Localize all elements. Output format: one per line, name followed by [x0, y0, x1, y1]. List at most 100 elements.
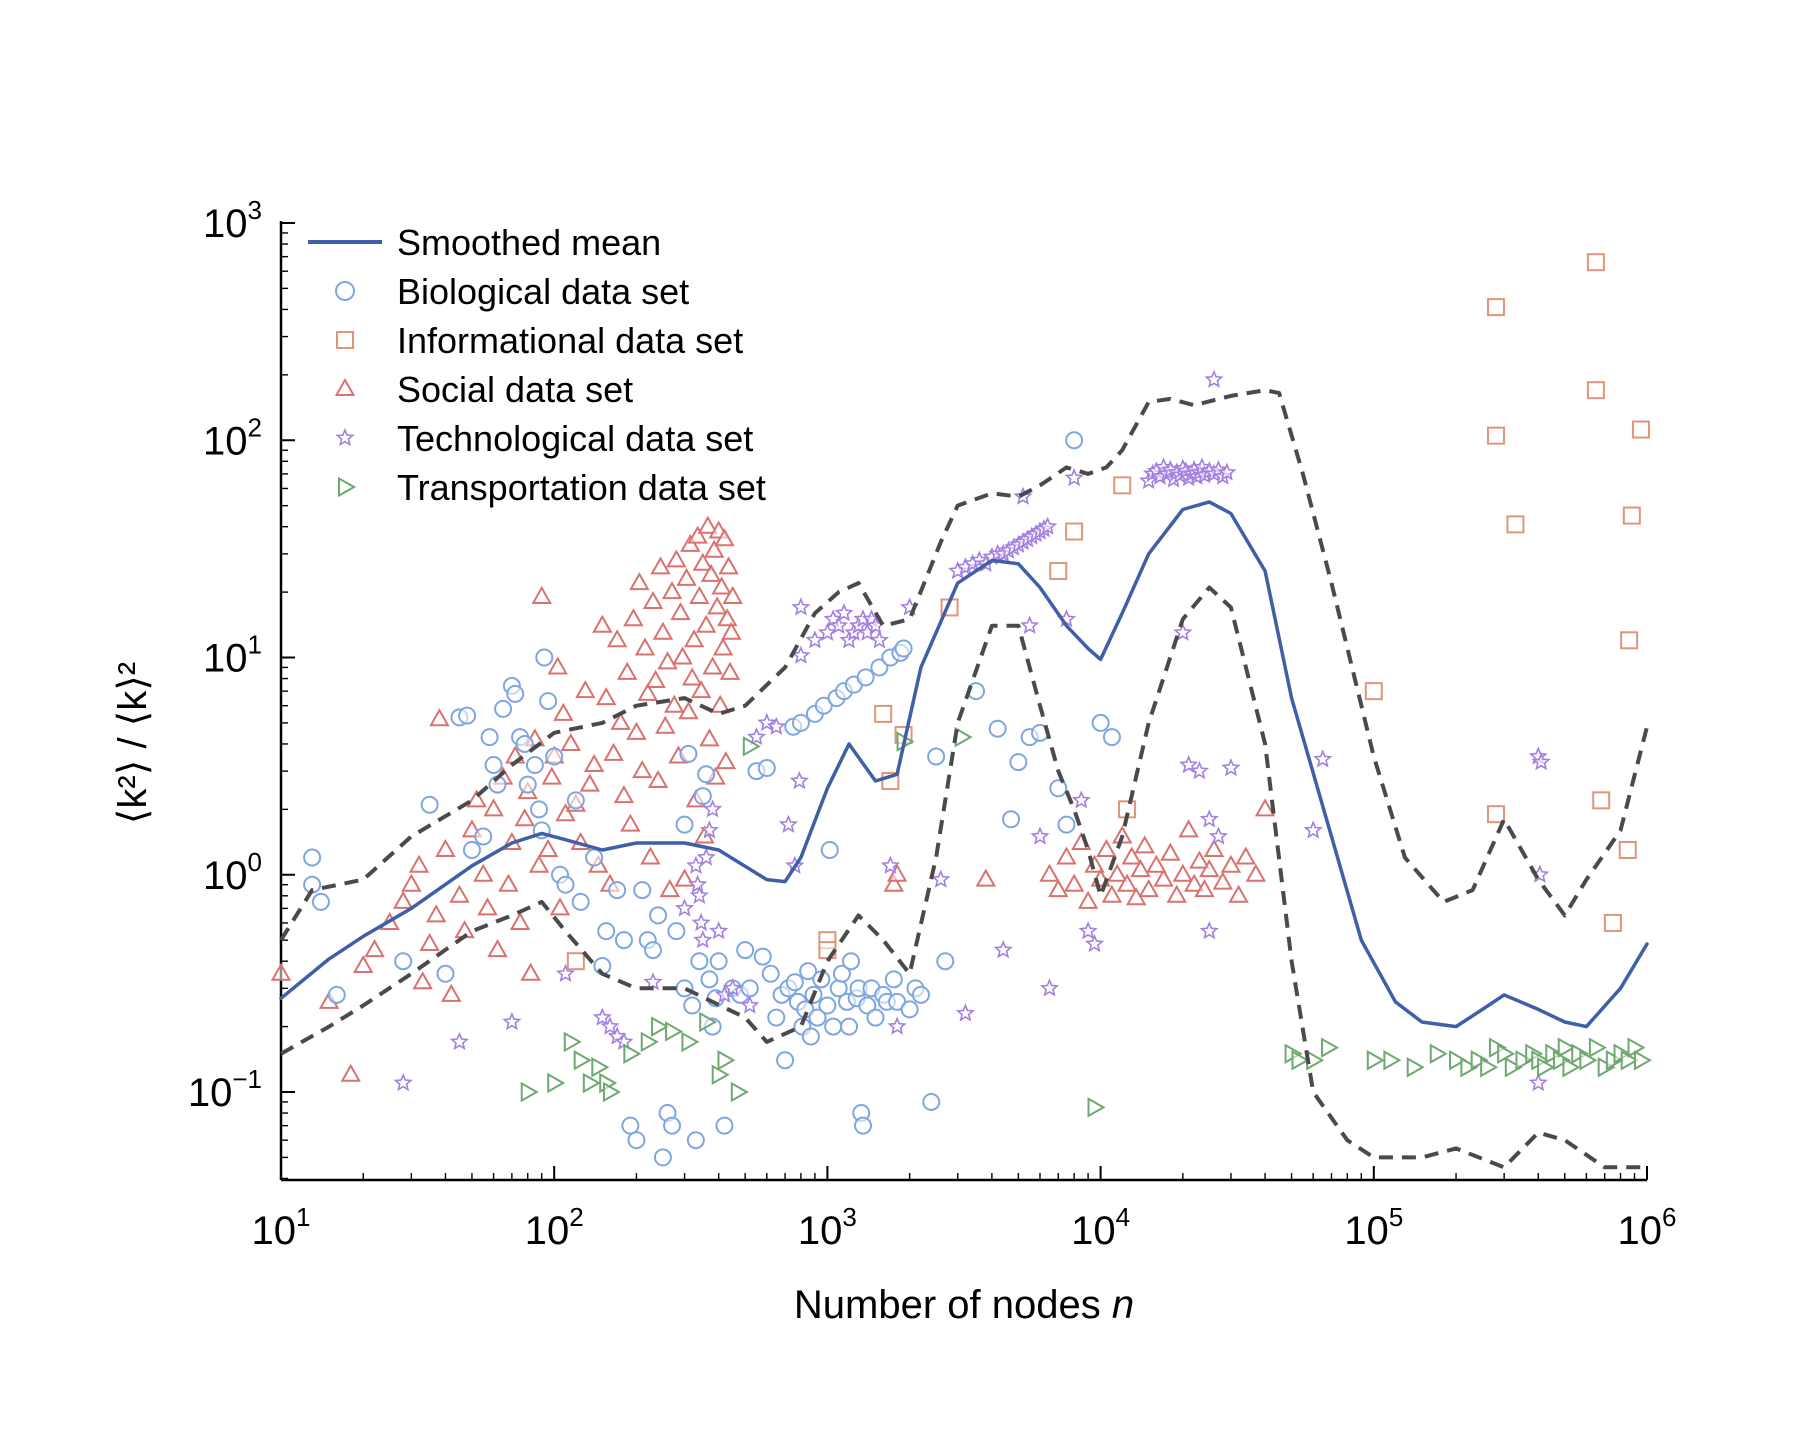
x-tick-label: 105 [1344, 1202, 1403, 1253]
data-point [494, 699, 513, 718]
data-point [675, 979, 694, 998]
data-point [697, 515, 719, 534]
axes: 101 102 103 104 105 106 10−1 100 101 102 103 [188, 195, 1677, 1253]
data-point [1057, 815, 1076, 834]
data-point [597, 922, 616, 941]
data-point [449, 1031, 470, 1051]
data-point [676, 567, 697, 586]
data-point [606, 629, 628, 648]
data-point [1217, 462, 1237, 481]
data-point [1406, 1057, 1425, 1078]
data-point [699, 1011, 718, 1033]
data-point [487, 939, 508, 958]
data-point [690, 680, 712, 699]
data-point [616, 661, 638, 680]
data-point [1113, 476, 1132, 495]
data-point [719, 661, 741, 680]
data-point [474, 827, 493, 846]
data-point [703, 799, 723, 818]
data-point [509, 911, 531, 930]
data-point [911, 985, 930, 1004]
legend-item: Smoothed mean [308, 222, 661, 263]
data-point [659, 879, 681, 898]
y-tick-label: 102 [203, 412, 262, 463]
data-point [927, 747, 946, 766]
data-point [340, 1063, 361, 1082]
data-point [1039, 978, 1060, 997]
data-point [518, 775, 537, 794]
data-point [681, 667, 703, 686]
data-point [1618, 840, 1637, 859]
data-point [884, 970, 903, 989]
x-tick-label: 104 [1071, 1202, 1130, 1253]
data-point [699, 820, 719, 839]
legend-item: Social data set [334, 369, 633, 410]
data-point [691, 912, 711, 932]
data-point [651, 1016, 670, 1037]
data-point [1189, 850, 1210, 869]
data-point [483, 798, 504, 817]
data-point [1212, 871, 1233, 890]
data-point [458, 706, 477, 725]
series-triangle [270, 515, 1276, 1082]
data-point [661, 581, 683, 600]
data-point [824, 1017, 843, 1036]
data-point [1078, 921, 1098, 940]
data-point [717, 608, 738, 627]
data-point [832, 964, 851, 983]
data-point [679, 744, 698, 763]
data-point [1552, 1050, 1571, 1071]
data-point [883, 873, 905, 892]
data-point [626, 721, 647, 740]
data-point [1291, 1050, 1310, 1071]
data-point [820, 840, 839, 859]
data-point [1166, 884, 1187, 903]
data-point [993, 939, 1013, 959]
data-point [1048, 879, 1069, 898]
legend-label: Technological data set [397, 418, 753, 459]
data-point [480, 728, 499, 747]
data-point [1020, 615, 1040, 634]
data-point [887, 1016, 907, 1035]
data-point [633, 881, 652, 900]
data-point [709, 921, 729, 940]
data-point [1562, 1057, 1581, 1078]
data-point [683, 996, 702, 1015]
data-point [975, 868, 997, 887]
data-point [555, 803, 576, 822]
data-point [1586, 381, 1605, 400]
legend-marker [336, 331, 354, 349]
data-point [1228, 884, 1249, 903]
data-point [689, 585, 710, 604]
data-point [1153, 868, 1174, 887]
data-point [712, 637, 734, 656]
data-point [525, 756, 544, 775]
legend-item: Informational data set [336, 320, 743, 361]
data-point [666, 549, 687, 568]
data-point [394, 952, 413, 971]
data-point [717, 1050, 736, 1071]
data-point [327, 985, 346, 1004]
data-point [870, 658, 889, 677]
data-point [1077, 890, 1099, 909]
data-point [687, 525, 708, 544]
data-point [1303, 820, 1323, 839]
data-point [640, 846, 661, 865]
data-point [393, 1072, 413, 1092]
y-tick-label: 101 [203, 630, 262, 681]
data-point [711, 1064, 730, 1086]
legend-label: Informational data set [397, 320, 743, 361]
series-star [393, 369, 1551, 1092]
data-point [1221, 757, 1241, 777]
data-point [652, 621, 674, 640]
data-point [515, 734, 534, 753]
data-point [681, 1031, 700, 1053]
data-point [683, 629, 705, 648]
data-point [608, 881, 627, 900]
data-point [955, 1003, 975, 1022]
data-point [1622, 506, 1641, 525]
data-point [664, 694, 685, 713]
data-point [573, 1050, 592, 1071]
data-point [766, 716, 786, 735]
